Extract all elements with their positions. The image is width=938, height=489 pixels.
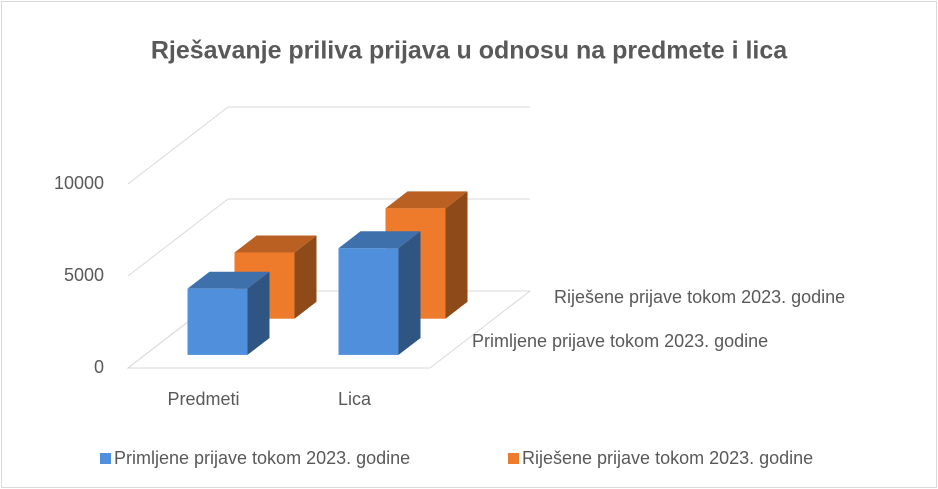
bar-side bbox=[398, 231, 421, 355]
bar bbox=[338, 248, 399, 355]
y-tick-label: 5000 bbox=[64, 265, 104, 285]
y-tick-label: 10000 bbox=[54, 173, 104, 193]
bar-side bbox=[247, 271, 270, 355]
bar-top bbox=[234, 235, 317, 253]
bar-side bbox=[445, 191, 468, 319]
chart-title: Rješavanje priliva prijava u odnosu na p… bbox=[151, 37, 788, 65]
legend-label: Primljene prijave tokom 2023. godine bbox=[114, 448, 410, 468]
legend-label: Riješene prijave tokom 2023. godine bbox=[522, 448, 813, 468]
bar-top bbox=[385, 191, 468, 209]
x-tick-label: Predmeti bbox=[167, 389, 239, 409]
bar-top bbox=[187, 271, 270, 289]
legend-swatch bbox=[508, 453, 519, 464]
bar-side bbox=[294, 235, 317, 319]
y-tick-label: 0 bbox=[94, 357, 104, 377]
depth-label: Riješene prijave tokom 2023. godine bbox=[554, 287, 845, 307]
legend-swatch bbox=[100, 453, 111, 464]
grid-line bbox=[127, 106, 530, 185]
bar bbox=[187, 288, 248, 355]
x-tick-label: Lica bbox=[338, 389, 372, 409]
bar-top bbox=[338, 231, 421, 249]
depth-label: Primljene prijave tokom 2023. godine bbox=[472, 331, 768, 351]
